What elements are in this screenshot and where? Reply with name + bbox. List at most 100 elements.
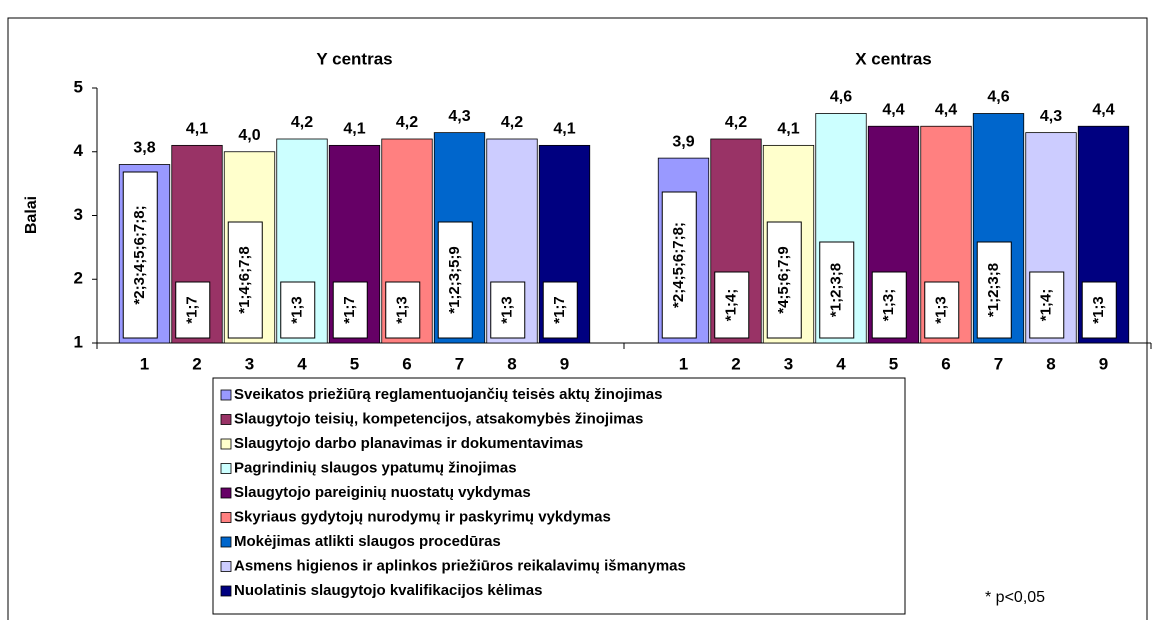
value-label: 4,6 bbox=[987, 89, 1009, 106]
annotation: *1;2;3;8 bbox=[985, 263, 1002, 317]
annotation: *4;5;6;7;9 bbox=[775, 246, 792, 314]
annotation: *2;3;4;5;6;7;8; bbox=[131, 205, 148, 304]
value-label: 4,2 bbox=[725, 114, 747, 131]
annotation: *1;3 bbox=[499, 296, 516, 324]
annotation: *1;2;3;5;9 bbox=[446, 246, 463, 314]
annotation-box bbox=[819, 241, 855, 339]
legend-label: Nuolatinis slaugytojo kvalifikacijos kėl… bbox=[234, 582, 542, 599]
annotation-box bbox=[227, 221, 263, 339]
value-label: 4,2 bbox=[501, 114, 523, 131]
annotation: *1;3 bbox=[394, 296, 411, 324]
legend-label: Pagrindinių slaugos ypatumų žinojimas bbox=[234, 459, 517, 476]
annotation-box bbox=[385, 281, 421, 339]
legend-label: Slaugytojo teisių, kompetencijos, atsako… bbox=[234, 410, 643, 427]
annotation-box bbox=[280, 281, 316, 339]
frame bbox=[7, 17, 1148, 620]
x-tick-label: 9 bbox=[560, 354, 569, 373]
y-tick-label: 5 bbox=[74, 77, 83, 96]
value-label: 4,1 bbox=[186, 121, 208, 138]
legend-swatch bbox=[220, 536, 232, 548]
y-axis-label: Balai bbox=[23, 196, 40, 234]
legend bbox=[212, 377, 906, 615]
y-tick-label: 1 bbox=[74, 332, 83, 351]
annotation: *1;3 bbox=[933, 296, 950, 324]
x-tick-label: 6 bbox=[941, 354, 950, 373]
x-tick-label: 8 bbox=[507, 354, 516, 373]
annotation: *1;3; bbox=[880, 289, 897, 322]
value-label: 4,6 bbox=[830, 89, 852, 106]
x-tick-label: 7 bbox=[455, 354, 464, 373]
annotation: *1;7 bbox=[341, 296, 358, 324]
annotation-box bbox=[976, 241, 1012, 339]
x-tick-label: 4 bbox=[836, 354, 846, 373]
legend-label: Mokėjimas atlikti slaugos procedūras bbox=[234, 533, 501, 550]
x-tick-label: 8 bbox=[1046, 354, 1055, 373]
legend-swatch bbox=[220, 561, 232, 572]
annotation-box bbox=[714, 271, 750, 339]
x-tick-label: 7 bbox=[994, 354, 1003, 373]
legend-label: Asmens higienos ir aplinkos priežiūros r… bbox=[234, 557, 686, 574]
x-tick-label: 4 bbox=[297, 354, 307, 373]
y-tick-label: 2 bbox=[74, 269, 83, 288]
x-tick-label: 3 bbox=[245, 354, 254, 373]
legend-label: Slaugytojo darbo planavimas ir dokumenta… bbox=[234, 435, 583, 452]
x-tick-label: 6 bbox=[402, 354, 411, 373]
y-tick-label: 3 bbox=[74, 205, 83, 224]
note: * p<0,05 bbox=[985, 589, 1045, 606]
annotation: *1;3 bbox=[289, 296, 306, 324]
annotation: *2;4;5;6;7;8; bbox=[670, 222, 687, 308]
legend-label: Skyriaus gydytojų nurodymų ir paskyrimų … bbox=[234, 508, 611, 525]
value-label: 4,1 bbox=[343, 121, 365, 138]
value-label: 3,8 bbox=[133, 140, 155, 157]
legend-label: Sveikatos priežiūrą reglamentuojančių te… bbox=[234, 386, 662, 403]
value-label: 4,3 bbox=[1040, 108, 1062, 125]
y-tick-label: 4 bbox=[74, 141, 84, 160]
legend-swatch bbox=[220, 487, 232, 499]
annotation-box bbox=[332, 281, 368, 339]
annotation-box bbox=[661, 191, 697, 339]
x-tick-label: 1 bbox=[140, 354, 149, 373]
annotation-box bbox=[490, 281, 526, 339]
value-label: 4,0 bbox=[238, 127, 260, 144]
x-tick-label: 9 bbox=[1099, 354, 1108, 373]
annotation-box bbox=[924, 281, 960, 339]
x-tick-label: 5 bbox=[889, 354, 898, 373]
value-label: 4,2 bbox=[291, 114, 313, 131]
legend-swatch bbox=[220, 585, 232, 597]
legend-swatch bbox=[220, 438, 232, 450]
legend-swatch bbox=[220, 512, 232, 523]
x-tick-label: 2 bbox=[731, 354, 740, 373]
annotation: *1;7 bbox=[551, 296, 568, 324]
annotation-box bbox=[871, 271, 907, 339]
legend-swatch bbox=[220, 414, 232, 425]
value-label: 4,4 bbox=[935, 101, 957, 118]
value-label: 4,1 bbox=[777, 121, 799, 138]
x-tick-label: 3 bbox=[784, 354, 793, 373]
annotation-box bbox=[175, 281, 211, 339]
value-label: 4,1 bbox=[553, 121, 575, 138]
annotation-box bbox=[1081, 281, 1117, 339]
legend-label: Slaugytojo pareiginių nuostatų vykdymas bbox=[234, 484, 531, 501]
annotation-box bbox=[542, 281, 578, 339]
group-title: X centras bbox=[855, 49, 932, 68]
annotation: *1;7 bbox=[184, 296, 201, 324]
group-title: Y centras bbox=[316, 49, 392, 68]
annotation-box bbox=[1029, 271, 1065, 339]
annotation: *1;3 bbox=[1090, 296, 1107, 324]
annotation: *1;2;3;8 bbox=[828, 263, 845, 317]
value-label: 4,4 bbox=[1092, 101, 1114, 118]
legend-swatch bbox=[220, 463, 232, 474]
value-label: 4,3 bbox=[448, 108, 470, 125]
value-label: 4,4 bbox=[882, 101, 904, 118]
annotation: *1;4; bbox=[723, 289, 740, 322]
x-tick-label: 1 bbox=[679, 354, 688, 373]
annotation-box bbox=[437, 221, 473, 339]
annotation-box bbox=[122, 171, 158, 339]
value-label: 3,9 bbox=[672, 133, 694, 150]
annotation: *1;4;6;7;8 bbox=[236, 246, 253, 314]
x-tick-label: 2 bbox=[192, 354, 201, 373]
x-tick-label: 5 bbox=[350, 354, 359, 373]
annotation: *1;4; bbox=[1038, 289, 1055, 322]
value-label: 4,2 bbox=[396, 114, 418, 131]
